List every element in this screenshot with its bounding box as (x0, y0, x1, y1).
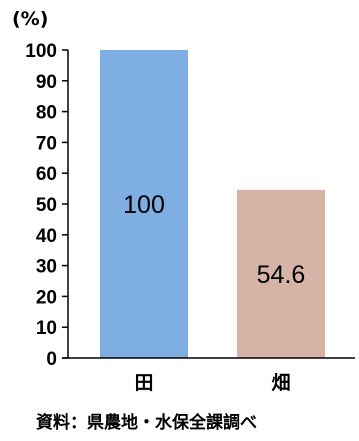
y-tick-label: 50 (36, 195, 57, 216)
source-note: 資料：県農地・水保全課調べ (36, 412, 257, 433)
y-axis-ticks: 0 10 20 30 40 50 60 70 80 90 100 (25, 41, 68, 370)
category-label-2: 畑 (271, 372, 290, 394)
y-tick-label: 60 (36, 164, 57, 185)
y-tick-label: 30 (36, 257, 57, 278)
data-label-1: 100 (123, 191, 165, 219)
y-tick-label: 40 (36, 226, 57, 247)
y-tick-label: 80 (36, 103, 57, 124)
y-tick-label: 70 (36, 133, 57, 154)
y-axis-unit-label: (%) (12, 8, 48, 30)
category-labels: 田畑 (134, 372, 290, 394)
category-label-1: 田 (134, 372, 153, 394)
y-tick-label: 90 (36, 72, 57, 93)
y-tick-label: 20 (36, 287, 57, 308)
y-tick-label: 0 (46, 349, 57, 370)
y-tick-label: 10 (36, 318, 57, 339)
y-tick-label: 100 (25, 41, 57, 62)
data-label-2: 54.6 (257, 261, 306, 289)
